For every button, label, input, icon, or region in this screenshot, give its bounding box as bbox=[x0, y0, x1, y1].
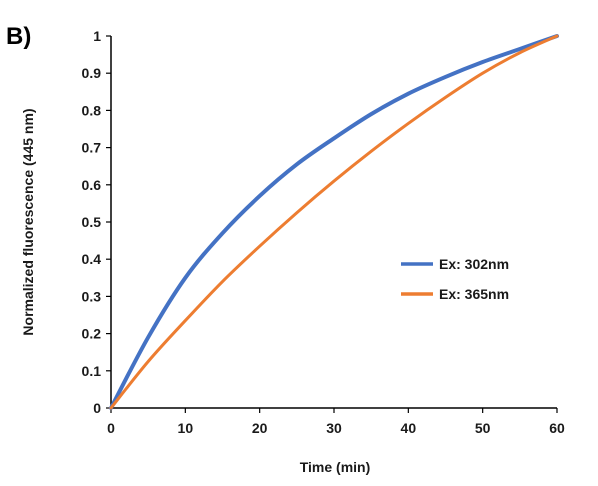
y-tick-label: 0.4 bbox=[82, 251, 102, 267]
x-ticks: 0 10 20 30 40 50 60 bbox=[107, 408, 565, 436]
x-tick-label: 30 bbox=[326, 420, 342, 436]
series-line-2 bbox=[109, 34, 559, 410]
series-lines bbox=[109, 34, 559, 410]
y-ticks: 0 0.1 0.2 0.3 0.4 0.5 0.6 0.7 0.8 0.9 1 bbox=[82, 28, 111, 416]
y-tick-label: 0.3 bbox=[82, 288, 102, 304]
axes bbox=[110, 36, 557, 409]
y-tick-label: 0.9 bbox=[82, 65, 102, 81]
x-tick-label: 40 bbox=[401, 420, 417, 436]
y-axis-title: Normalized fluorescence (445 nm) bbox=[20, 108, 36, 335]
y-tick-label: 0.5 bbox=[82, 214, 102, 230]
y-tick-label: 0 bbox=[93, 400, 101, 416]
y-tick-label: 0.2 bbox=[82, 326, 102, 342]
x-tick-label: 60 bbox=[549, 420, 565, 436]
x-tick-label: 10 bbox=[178, 420, 194, 436]
panel-label: B) bbox=[6, 23, 31, 50]
x-tick-label: 0 bbox=[107, 420, 115, 436]
y-axis-title-group: Normalized fluorescence (445 nm) bbox=[20, 108, 36, 335]
legend-label-2: Ex: 365nm bbox=[439, 286, 509, 302]
y-tick-label: 0.6 bbox=[82, 177, 102, 193]
y-tick-label: 1 bbox=[93, 28, 101, 44]
series-line-1 bbox=[109, 34, 559, 410]
x-axis-title: Time (min) bbox=[300, 459, 371, 475]
legend: Ex: 302nm Ex: 365nm bbox=[401, 256, 509, 302]
x-tick-label: 50 bbox=[475, 420, 491, 436]
legend-label-1: Ex: 302nm bbox=[439, 256, 509, 272]
x-tick-label: 20 bbox=[252, 420, 268, 436]
y-tick-label: 0.8 bbox=[82, 102, 102, 118]
y-tick-label: 0.7 bbox=[82, 140, 102, 156]
y-tick-label: 0.1 bbox=[82, 363, 102, 379]
